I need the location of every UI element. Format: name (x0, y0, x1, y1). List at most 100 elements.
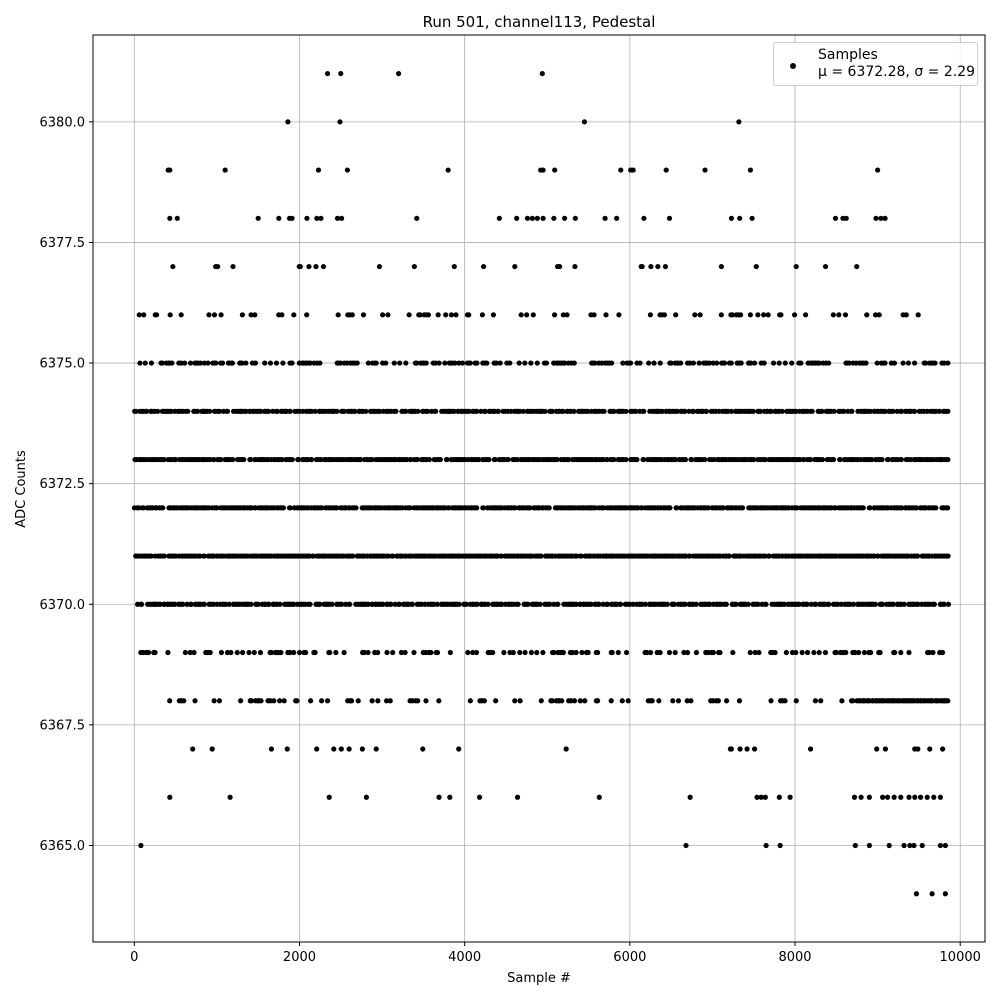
data-point (866, 794, 872, 800)
data-point (516, 360, 522, 366)
data-point (219, 360, 226, 366)
data-point (425, 408, 431, 414)
data-point (258, 408, 264, 414)
data-point (359, 746, 365, 752)
data-point (634, 456, 640, 463)
data-point (390, 553, 396, 559)
data-point (249, 698, 255, 704)
data-point (761, 312, 767, 318)
data-point (777, 842, 783, 849)
data-point (615, 649, 621, 656)
data-point (750, 408, 756, 414)
data-point (564, 312, 570, 318)
data-point (497, 360, 503, 366)
data-point (161, 456, 167, 463)
data-point (864, 312, 870, 318)
data-point (846, 360, 852, 366)
chart-title: Run 501, channel113, Pedestal (423, 13, 656, 31)
data-point (493, 360, 500, 366)
data-point (647, 312, 653, 318)
data-point (730, 649, 736, 656)
data-point (157, 601, 163, 607)
data-point (211, 698, 217, 704)
data-point (514, 794, 521, 800)
data-point (538, 698, 544, 704)
data-point (566, 456, 572, 463)
data-point (190, 746, 196, 752)
data-point (745, 601, 751, 607)
data-point (274, 408, 280, 414)
data-point (688, 698, 694, 704)
data-point (706, 360, 712, 366)
data-point (718, 263, 724, 270)
data-point (510, 649, 516, 656)
data-point (945, 505, 951, 511)
data-point (761, 360, 767, 366)
data-point (385, 312, 391, 318)
data-point (255, 215, 261, 221)
data-point (843, 215, 849, 221)
data-point (608, 360, 615, 366)
y-tick-label: 6367.5 (40, 718, 86, 733)
data-point (649, 698, 655, 704)
data-point (768, 698, 774, 704)
data-point (818, 698, 824, 704)
data-point (467, 360, 473, 366)
x-axis-label: Sample # (507, 971, 571, 986)
data-point (804, 649, 811, 656)
data-point (940, 746, 946, 752)
data-point (668, 360, 674, 366)
data-point (559, 698, 565, 704)
data-point (273, 360, 280, 366)
data-point (525, 601, 531, 607)
data-point (349, 312, 355, 318)
data-point (793, 649, 799, 656)
data-point (453, 312, 459, 318)
data-point (831, 408, 837, 414)
data-point (168, 408, 175, 414)
data-point (390, 649, 396, 656)
data-point (932, 360, 938, 366)
data-point (836, 312, 842, 318)
data-point (882, 215, 888, 221)
data-point (375, 698, 381, 704)
data-point (684, 698, 690, 704)
data-point (768, 408, 774, 414)
data-point (216, 408, 223, 414)
data-point (411, 649, 417, 656)
data-point (320, 263, 327, 270)
data-point (560, 408, 566, 414)
data-point (314, 215, 320, 221)
data-point (737, 746, 743, 752)
data-point (602, 215, 608, 221)
data-point (239, 649, 246, 656)
x-tick-label: 10000 (940, 950, 981, 965)
data-point (262, 360, 268, 366)
data-point (571, 698, 578, 704)
data-point (762, 456, 768, 463)
data-point (833, 649, 839, 656)
data-point (822, 649, 828, 656)
data-point (205, 360, 211, 366)
data-point (905, 360, 912, 366)
data-point (319, 698, 325, 704)
data-point (693, 649, 700, 656)
data-point (898, 456, 904, 463)
data-point (728, 746, 734, 752)
data-point (930, 649, 936, 656)
data-point (620, 360, 626, 366)
data-point (547, 601, 553, 607)
data-point (514, 215, 520, 221)
data-point (945, 456, 951, 463)
data-point (387, 698, 393, 704)
data-point (224, 408, 231, 414)
data-point (512, 505, 518, 511)
data-point (546, 505, 552, 511)
data-point (318, 215, 324, 221)
data-point (133, 408, 139, 414)
data-point (350, 553, 356, 559)
data-point (789, 360, 795, 366)
data-point (765, 312, 771, 318)
